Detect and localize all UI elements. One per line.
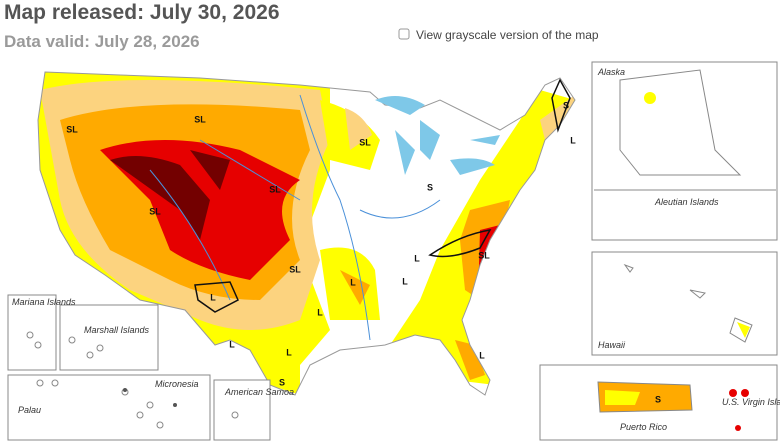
inset-pacific: Mariana Islands Marshall Islands Microne… [7,294,294,441]
release-date: Map released: July 30, 2026 [4,1,280,24]
inset-alaska: Alaska Aleutian Islands [591,61,778,241]
valid-date: Data valid: July 28, 2026 [4,32,200,51]
impact-label: L [479,350,485,360]
impact-label: L [350,277,356,287]
inset-label: Aleutian Islands [654,197,719,207]
impact-label: SL [194,114,206,124]
impact-label: S [427,182,433,192]
impact-label: L [414,253,420,263]
impact-label: SL [149,206,161,216]
inset-label: Palau [18,405,41,415]
inset-label: American Samoa [224,387,294,397]
inset-label: U.S. Virgin Islands [722,397,780,407]
inset-label: Mariana Islands [12,297,76,307]
impact-label: L [570,135,576,145]
impact-label: L [402,276,408,286]
inset-label: Marshall Islands [84,325,150,335]
inset-label: Hawaii [598,340,626,350]
impact-label: SL [359,137,371,147]
impact-label: SL [66,124,78,134]
impact-label: L [286,347,292,357]
impact-label: S [279,377,285,387]
impact-label: S [655,394,661,404]
checkbox-label[interactable]: View grayscale version of the map [416,28,599,42]
impact-label: SL [269,184,281,194]
impact-label: L [229,339,235,349]
inset-label: Micronesia [155,379,199,389]
inset-hawaii: Hawaii [591,251,778,356]
inset-label: Puerto Rico [620,422,667,432]
impact-label: L [317,307,323,317]
conus [37,71,576,396]
impact-label: S [563,100,569,110]
impact-label: SL [478,250,490,260]
impact-label: L [210,292,216,302]
inset-label: Alaska [597,67,625,77]
inset-puerto-rico: Puerto Rico U.S. Virgin Islands [539,364,780,441]
impact-label: SL [289,264,301,274]
checkbox[interactable] [398,28,410,40]
grayscale-toggle[interactable]: View grayscale version of the map [398,28,599,42]
